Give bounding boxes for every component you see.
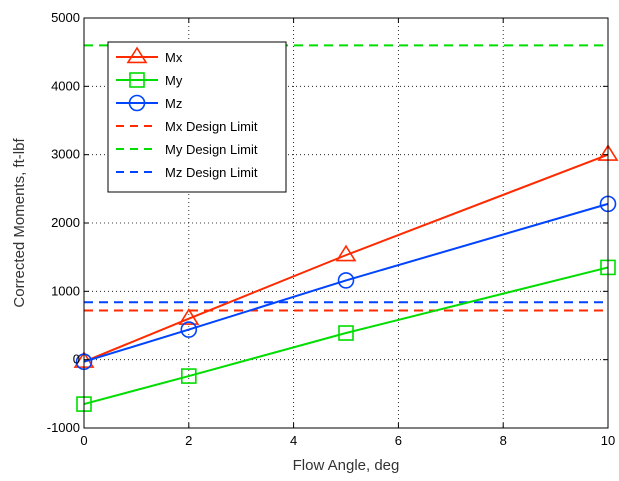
series-line-mz <box>83 202 609 363</box>
legend-label: Mz Design Limit <box>165 165 258 180</box>
y-tick-label: 4000 <box>51 78 80 93</box>
x-axis-label: Flow Angle, deg <box>293 457 400 474</box>
series-line-my <box>83 266 609 406</box>
triangle-marker <box>126 46 148 64</box>
y-tick-label: 1000 <box>51 283 80 298</box>
legend: Mx My Mz Mx Design Limit My Design Limit Mz D… <box>107 41 287 193</box>
y-tick-label: 0 <box>73 352 80 367</box>
triangle-marker <box>178 308 200 325</box>
y-tick-label: 3000 <box>51 147 80 162</box>
legend-label: Mx <box>165 50 183 65</box>
legend-label: Mz <box>165 96 182 111</box>
x-tick-label: 2 <box>185 433 192 448</box>
x-tick-label: 10 <box>601 433 615 448</box>
y-tick-label: 5000 <box>51 10 80 25</box>
square-marker <box>181 368 197 384</box>
y-axis-label: Corrected Moments, ft-lbf <box>11 138 28 308</box>
y-tick-label: 2000 <box>51 215 80 230</box>
circle-marker <box>128 94 146 112</box>
legend-label: Mx Design Limit <box>165 119 258 134</box>
design-limit-lines <box>84 44 608 312</box>
legend-box <box>107 41 287 193</box>
circle-marker <box>180 321 198 338</box>
series-line-mx <box>83 153 609 363</box>
square-marker <box>129 72 145 88</box>
legend-label: My <box>165 73 183 88</box>
x-tick-label: 8 <box>500 433 507 448</box>
x-tick-label: 6 <box>395 433 402 448</box>
legend-label: My Design Limit <box>165 142 258 157</box>
triangle-marker <box>335 244 357 262</box>
x-tick-label: 4 <box>290 433 297 448</box>
square-marker <box>338 325 354 341</box>
y-tick-label: -1000 <box>47 420 80 435</box>
x-tick-label: 0 <box>80 433 87 448</box>
circle-marker <box>337 272 355 289</box>
